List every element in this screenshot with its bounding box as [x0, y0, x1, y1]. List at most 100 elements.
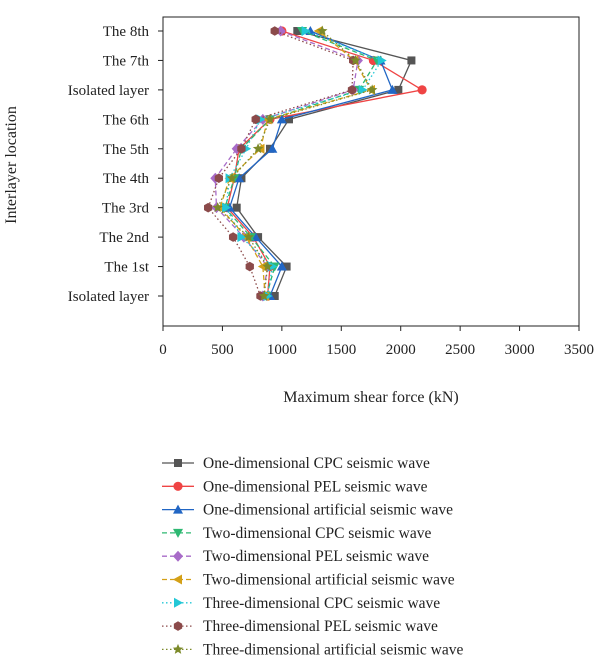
series-line: [207, 30, 354, 297]
legend-item: One-dimensional CPC seismic wave: [162, 455, 430, 472]
series-line: [216, 30, 374, 297]
legend-marker: [173, 574, 182, 585]
data-point: [258, 290, 270, 301]
legend-label: Two-dimensional PEL seismic wave: [203, 548, 429, 565]
legend-item: Two-dimensional artificial seismic wave: [162, 572, 455, 589]
legend: One-dimensional CPC seismic wave One-dime…: [162, 455, 464, 658]
data-point: [267, 143, 278, 153]
data-point: [212, 202, 223, 213]
series-layer: [204, 25, 427, 302]
x-tick-label: 500: [211, 342, 234, 358]
legend-item: Three-dimensional CPC seismic wave: [162, 595, 440, 612]
legend-label: One-dimensional CPC seismic wave: [203, 455, 430, 472]
data-point: [293, 27, 302, 35]
data-point: [245, 261, 254, 272]
x-tick-label: 2500: [445, 342, 475, 358]
legend-label: Three-dimensional PEL seismic wave: [203, 618, 438, 635]
y-axis-label: Interlayer location: [3, 106, 20, 224]
series-line: [224, 30, 378, 297]
x-axis-label: Maximum shear force (kN): [283, 389, 459, 406]
series-line: [214, 30, 359, 297]
plot-frame: [162, 16, 580, 327]
data-point: [407, 56, 416, 65]
series-line: [219, 30, 372, 297]
legend-marker: [174, 459, 182, 467]
y-axis-ticks: Isolated layer The 1st The 2nd The 3rd The 4…: [68, 24, 163, 305]
data-point: [204, 202, 213, 213]
data-point: [214, 173, 224, 184]
data-point: [226, 172, 238, 183]
data-point: [252, 143, 264, 154]
data-point: [317, 25, 328, 36]
x-axis-ticks: 0 500 1000 1500 2000 2500 3000 3500: [159, 326, 594, 358]
series-2: [222, 26, 427, 301]
data-point: [251, 114, 260, 125]
x-tick-label: 1000: [267, 342, 297, 358]
data-point: [387, 84, 398, 94]
y-tick-label: The 1st: [104, 260, 149, 276]
legend-item: Three-dimensional artificial seismic wav…: [162, 641, 464, 658]
data-point: [301, 26, 311, 36]
data-point: [366, 84, 378, 95]
data-point: [270, 292, 279, 300]
y-tick-label: Isolated layer: [68, 289, 149, 305]
y-tick-label: The 7th: [103, 53, 150, 69]
data-point: [276, 261, 287, 271]
legend-marker: [173, 504, 183, 514]
data-point: [264, 113, 276, 124]
legend-marker: [173, 621, 183, 631]
legend-item: Two-dimensional PEL seismic wave: [162, 548, 429, 565]
x-tick-label: 3000: [505, 342, 535, 358]
legend-marker: [173, 481, 183, 491]
series-9: [212, 25, 378, 301]
legend-label: Three-dimensional CPC seismic wave: [203, 595, 440, 612]
legend-marker: [174, 597, 183, 608]
series-line: [225, 30, 383, 297]
data-point: [377, 55, 387, 66]
legend-label: Three-dimensional artificial seismic wav…: [203, 641, 464, 658]
series-line: [226, 30, 424, 297]
y-tick-label: The 6th: [103, 112, 150, 128]
data-point: [284, 115, 293, 124]
data-point: [237, 232, 247, 243]
data-point: [250, 232, 261, 242]
data-point: [262, 261, 273, 272]
y-tick-label: The 5th: [103, 142, 150, 158]
legend-label: One-dimensional PEL seismic wave: [203, 478, 428, 495]
legend-item: One-dimensional artificial seismic wave: [162, 502, 453, 519]
x-tick-label: 3500: [564, 342, 594, 358]
data-point: [358, 84, 368, 95]
legend-marker: [173, 528, 183, 538]
legend-label: One-dimensional artificial seismic wave: [203, 502, 453, 519]
y-tick-label: The 3rd: [102, 201, 150, 217]
data-point: [268, 261, 278, 272]
series-6: [215, 26, 375, 301]
y-tick-label: The 8th: [103, 24, 150, 40]
x-tick-label: 0: [159, 342, 167, 358]
legend-item: Three-dimensional PEL seismic wave: [162, 618, 438, 635]
data-point: [232, 203, 241, 212]
legend-marker: [173, 550, 183, 562]
y-tick-label: The 4th: [103, 171, 150, 187]
series-7: [221, 26, 387, 301]
data-point: [257, 261, 267, 272]
legend-label: Two-dimensional artificial seismic wave: [203, 572, 455, 589]
series-1: [232, 27, 416, 300]
series-5: [210, 25, 363, 302]
data-point: [221, 202, 231, 213]
y-tick-label: The 2nd: [99, 230, 149, 246]
data-point: [237, 143, 246, 154]
data-point: [347, 85, 357, 95]
data-point: [276, 114, 287, 124]
y-tick-label: Isolated layer: [68, 83, 149, 99]
data-point: [394, 85, 403, 94]
data-point: [228, 232, 238, 242]
data-point: [270, 26, 279, 36]
x-tick-label: 2000: [386, 342, 416, 358]
legend-label: Two-dimensional CPC seismic wave: [203, 525, 431, 542]
x-tick-label: 1500: [326, 342, 356, 358]
series-3: [224, 26, 398, 300]
data-point: [282, 262, 291, 271]
series-8: [204, 26, 358, 301]
